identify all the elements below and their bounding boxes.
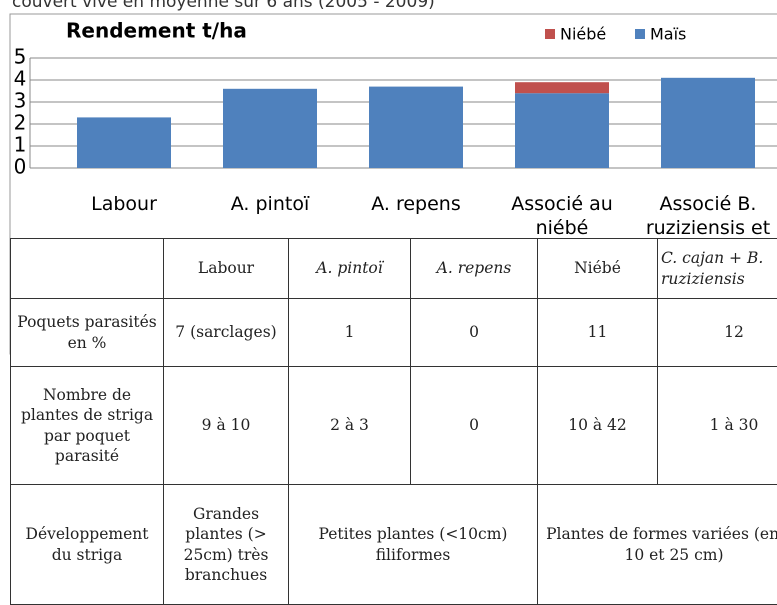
- bar-segment: [77, 117, 171, 168]
- table: Labour A. pintoï A. repens Niébé C. caja…: [10, 238, 777, 605]
- header-cell: Niébé: [538, 239, 658, 299]
- cell: 0: [411, 299, 538, 367]
- bar-segment: [515, 93, 609, 168]
- cell: 2 à 3: [289, 367, 411, 485]
- y-tick-label: 0: [14, 155, 27, 179]
- cell: 7 (sarclages): [164, 299, 289, 367]
- y-tick-label: 1: [14, 133, 27, 157]
- x-tick-label: Labour: [91, 193, 157, 215]
- y-tick-label: 4: [14, 67, 27, 91]
- bar-segment: [661, 78, 755, 168]
- bar-segment: [369, 87, 463, 168]
- cell: 11: [538, 299, 658, 367]
- legend-swatch: [635, 29, 645, 39]
- legend-label: Maïs: [650, 25, 686, 44]
- cell: Grandes plantes (> 25cm) très branchues: [164, 485, 289, 605]
- y-tick-label: 5: [14, 45, 27, 69]
- row-label: Nombre de plantes de striga par poquet p…: [11, 367, 164, 485]
- header-cell: [11, 239, 164, 299]
- legend-label: Niébé: [560, 25, 606, 44]
- header-cell: A. pintoï: [289, 239, 411, 299]
- header-cell: A. repens: [411, 239, 538, 299]
- header-cell: C. cajan + B. ruziziensis: [658, 239, 777, 299]
- cell: 9 à 10: [164, 367, 289, 485]
- y-tick-label: 3: [14, 89, 27, 113]
- cell: 0: [411, 367, 538, 485]
- chart-title: Rendement t/ha: [66, 19, 247, 43]
- x-tick-label: A. pintoï: [231, 193, 310, 215]
- row-label: Poquets parasités en %: [11, 299, 164, 367]
- cell: 1 à 30: [658, 367, 777, 485]
- cell: 10 à 42: [538, 367, 658, 485]
- cell: Petites plantes (<10cm) filiformes: [289, 485, 538, 605]
- bar-segment: [515, 82, 609, 93]
- caption: couvert vive en moyenne sur 6 ans (2005 …: [12, 0, 435, 12]
- header-cell: Labour: [164, 239, 289, 299]
- cell: Plantes de formes variées (entre 10 et 2…: [538, 485, 777, 605]
- legend-swatch: [545, 29, 555, 39]
- bar-segment: [223, 89, 317, 168]
- row-label: Développement du striga: [11, 485, 164, 605]
- cell: 12: [658, 299, 777, 367]
- y-tick-label: 2: [14, 111, 27, 135]
- cell: 1: [289, 299, 411, 367]
- x-tick-label: A. repens: [371, 193, 461, 215]
